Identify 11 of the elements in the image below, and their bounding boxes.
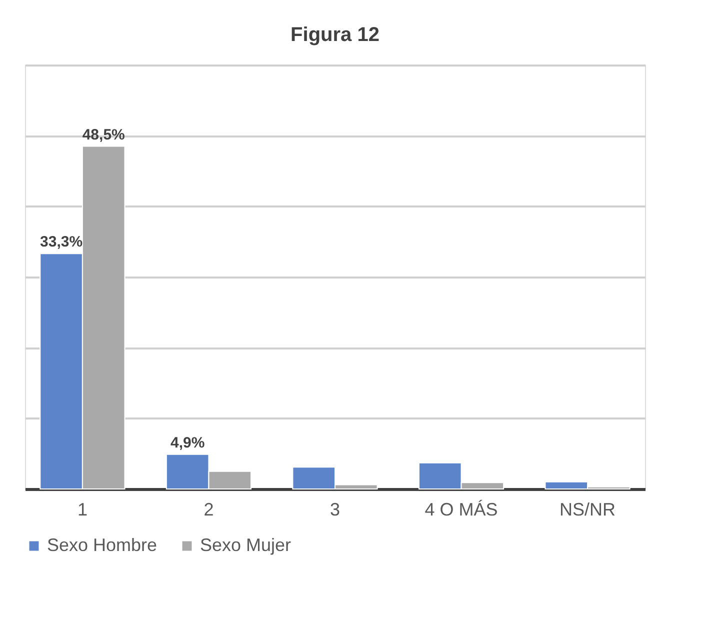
data-label: 4,9% (170, 434, 205, 452)
data-label: 48,5% (82, 126, 125, 144)
x-tick-label: 4 O MÁS (424, 500, 498, 520)
legend-label: Sexo Mujer (200, 535, 292, 555)
x-tick-label: 2 (204, 500, 214, 520)
legend-label: Sexo Hombre (47, 535, 158, 555)
x-tick-label: 1 (77, 500, 88, 520)
chart-title: Figura 12 (290, 24, 380, 46)
data-label: 33,3% (40, 234, 83, 251)
x-tick-label: 3 (330, 500, 340, 520)
x-tick-label: NS/NR (560, 500, 616, 520)
